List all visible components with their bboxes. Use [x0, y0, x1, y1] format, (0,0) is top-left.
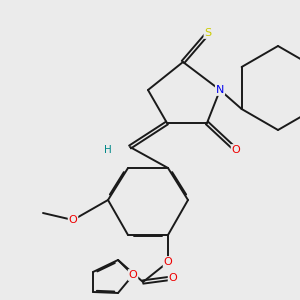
Text: N: N — [216, 85, 224, 95]
Text: S: S — [204, 28, 211, 38]
Text: O: O — [169, 273, 177, 283]
Text: O: O — [69, 215, 77, 225]
Text: O: O — [164, 257, 172, 267]
Text: H: H — [104, 145, 112, 155]
Text: O: O — [232, 145, 240, 155]
Text: O: O — [129, 270, 137, 280]
